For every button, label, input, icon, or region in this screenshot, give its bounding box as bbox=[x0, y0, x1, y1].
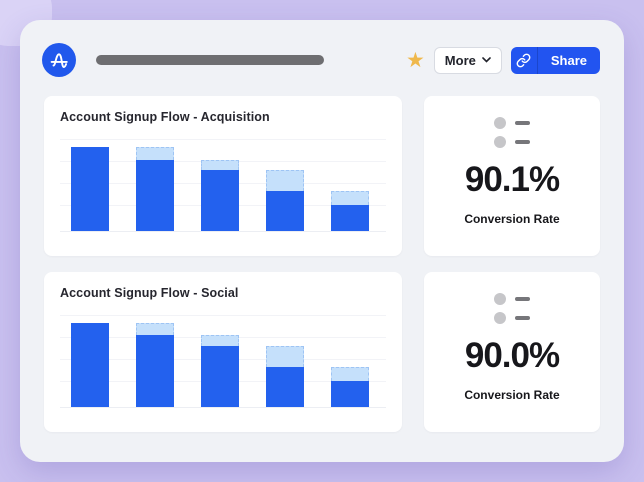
legend-item bbox=[494, 117, 530, 129]
gridline bbox=[60, 315, 386, 316]
funnel-bars bbox=[60, 315, 386, 407]
chart-title: Account Signup Flow - Social bbox=[60, 286, 239, 300]
gridline bbox=[60, 139, 386, 140]
bar-segment-remainder bbox=[266, 345, 304, 367]
bar-segment-completed bbox=[201, 345, 239, 407]
header-actions: ★ More Share bbox=[405, 46, 600, 74]
axis-baseline bbox=[60, 407, 386, 408]
legend-dot-icon bbox=[494, 312, 506, 324]
bar-segment-completed bbox=[266, 366, 304, 407]
legend-item bbox=[494, 312, 530, 324]
conversion-rate-value: 90.1% bbox=[464, 160, 560, 199]
conversion-rate-value: 90.0% bbox=[464, 336, 560, 375]
funnel-chart-acquisition bbox=[60, 139, 386, 232]
conversion-rate-label: Conversion Rate bbox=[464, 212, 560, 226]
legend-dot-icon bbox=[494, 117, 506, 129]
legend-dot-icon bbox=[494, 136, 506, 148]
funnel-bar[interactable] bbox=[266, 169, 304, 231]
bar-segment-remainder bbox=[201, 334, 239, 346]
funnel-bar[interactable] bbox=[266, 345, 304, 407]
chart-title: Account Signup Flow - Acquisition bbox=[60, 110, 270, 124]
legend-label-placeholder bbox=[515, 140, 530, 144]
bar-segment-remainder bbox=[266, 169, 304, 191]
chevron-down-icon bbox=[482, 57, 491, 63]
funnel-bar[interactable] bbox=[71, 147, 109, 231]
dashboard-title-placeholder bbox=[96, 55, 324, 65]
more-button[interactable]: More bbox=[433, 46, 502, 74]
legend-dot-icon bbox=[494, 293, 506, 305]
conversion-rate-label: Conversion Rate bbox=[464, 388, 560, 402]
bar-segment-completed bbox=[136, 334, 174, 407]
bar-segment-remainder bbox=[136, 147, 174, 160]
metric-card-acquisition[interactable]: 90.1% Conversion Rate bbox=[424, 96, 600, 256]
bar-segment-remainder bbox=[136, 323, 174, 335]
amplitude-logo bbox=[42, 43, 76, 77]
bar-segment-completed bbox=[71, 147, 109, 231]
funnel-bars bbox=[60, 139, 386, 231]
funnel-bar[interactable] bbox=[71, 323, 109, 407]
bar-segment-completed bbox=[201, 169, 239, 231]
dashboard-row-1: Account Signup Flow - Acquisition bbox=[44, 96, 600, 256]
legend-label-placeholder bbox=[515, 121, 530, 125]
metric-card-social[interactable]: 90.0% Conversion Rate bbox=[424, 272, 600, 432]
copy-link-button[interactable] bbox=[511, 46, 538, 74]
funnel-bar[interactable] bbox=[136, 323, 174, 407]
link-icon bbox=[516, 53, 531, 67]
bar-segment-remainder bbox=[331, 190, 369, 205]
funnel-bar[interactable] bbox=[201, 159, 239, 231]
dashboard-header: ★ More Share bbox=[20, 20, 624, 88]
more-button-label: More bbox=[444, 52, 476, 68]
legend-placeholder bbox=[494, 117, 530, 148]
bar-segment-completed bbox=[331, 380, 369, 407]
chart-card-social[interactable]: Account Signup Flow - Social bbox=[44, 272, 402, 432]
legend-item bbox=[494, 293, 530, 305]
chart-card-acquisition[interactable]: Account Signup Flow - Acquisition bbox=[44, 96, 402, 256]
legend-label-placeholder bbox=[515, 297, 530, 301]
funnel-bar[interactable] bbox=[136, 147, 174, 231]
bar-segment-completed bbox=[266, 190, 304, 231]
bar-segment-completed bbox=[331, 204, 369, 231]
legend-label-placeholder bbox=[515, 316, 530, 320]
bar-segment-completed bbox=[71, 323, 109, 407]
funnel-chart-social bbox=[60, 315, 386, 408]
bar-segment-completed bbox=[136, 159, 174, 231]
favorite-star-icon[interactable]: ★ bbox=[405, 48, 425, 72]
share-button-label[interactable]: Share bbox=[550, 52, 587, 68]
dashboard-content: Account Signup Flow - Acquisition bbox=[20, 88, 624, 432]
dashboard-row-2: Account Signup Flow - Social bbox=[44, 272, 600, 432]
axis-baseline bbox=[60, 231, 386, 232]
funnel-bar[interactable] bbox=[331, 190, 369, 231]
bar-segment-remainder bbox=[201, 159, 239, 170]
funnel-bar[interactable] bbox=[201, 334, 239, 407]
share-button[interactable]: Share bbox=[510, 46, 600, 74]
amplitude-logo-icon bbox=[50, 53, 68, 68]
app-window: ★ More Share bbox=[20, 20, 624, 462]
legend-item bbox=[494, 136, 530, 148]
legend-placeholder bbox=[494, 293, 530, 324]
funnel-bar[interactable] bbox=[331, 366, 369, 407]
bar-segment-remainder bbox=[331, 366, 369, 381]
